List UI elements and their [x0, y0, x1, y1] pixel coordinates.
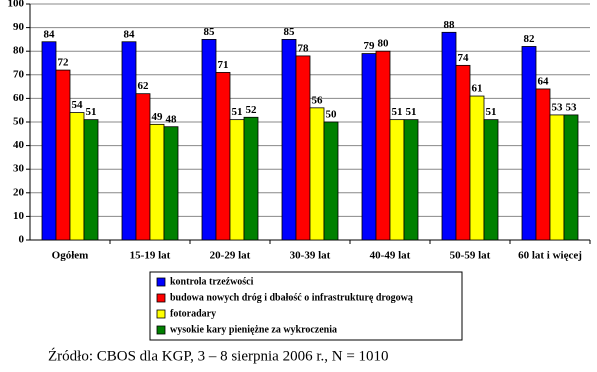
value-label: 64 — [538, 75, 550, 87]
value-label: 61 — [472, 83, 483, 95]
value-label: 71 — [218, 59, 229, 71]
value-label: 49 — [152, 111, 164, 123]
value-label: 79 — [364, 40, 376, 52]
x-tick-label: Ogółem — [52, 250, 89, 262]
bar — [83, 119, 99, 241]
source-note: Źródło: CBOS dla KGP, 3 – 8 sierpnia 200… — [48, 347, 389, 364]
bar — [375, 50, 391, 241]
bar — [469, 95, 485, 241]
bar — [295, 55, 311, 241]
x-tick-label: 60 lat i więcej — [518, 250, 582, 262]
legend-swatch — [156, 277, 166, 287]
legend-swatch — [156, 293, 166, 303]
value-label: 84 — [44, 28, 56, 40]
value-label: 84 — [124, 28, 136, 40]
y-tick-label: 10 — [13, 210, 25, 222]
value-label: 74 — [458, 52, 470, 64]
bar — [403, 119, 419, 241]
bar — [229, 119, 245, 241]
bar — [55, 69, 71, 241]
bar — [215, 72, 231, 241]
legend-label: wysokie kary pieniężne za wykroczenia — [170, 324, 337, 335]
bar — [163, 126, 179, 241]
bar — [389, 119, 405, 241]
bar — [563, 114, 579, 241]
bar — [69, 112, 85, 241]
value-label: 53 — [552, 101, 564, 113]
bar — [149, 123, 165, 241]
x-tick-label: 20-29 lat — [210, 250, 251, 262]
value-label: 51 — [392, 106, 403, 118]
y-tick-label: 60 — [13, 92, 25, 104]
x-tick-label: 15-19 lat — [130, 250, 171, 262]
y-tick-label: 90 — [13, 21, 25, 33]
legend-box — [149, 271, 463, 341]
value-label: 85 — [284, 26, 296, 38]
bar — [281, 39, 297, 241]
bar — [201, 39, 217, 241]
y-tick-label: 50 — [13, 116, 25, 128]
y-tick-label: 20 — [13, 186, 25, 198]
legend-label: fotoradary — [170, 308, 216, 319]
y-tick-label: 40 — [13, 139, 25, 151]
bar — [361, 53, 377, 241]
x-tick-label: 30-39 lat — [290, 250, 331, 262]
value-label: 62 — [138, 80, 150, 92]
bar — [483, 119, 499, 241]
y-tick-label: 100 — [8, 0, 25, 10]
value-label: 56 — [312, 94, 324, 106]
value-label: 78 — [298, 42, 310, 54]
value-label: 53 — [566, 101, 578, 113]
bar — [323, 121, 339, 241]
legend-label: kontrola trzeźwości — [170, 276, 254, 287]
bar — [309, 107, 325, 241]
value-label: 80 — [378, 38, 390, 50]
legend-swatch — [156, 309, 166, 319]
value-label: 51 — [486, 106, 497, 118]
value-label: 88 — [444, 19, 456, 31]
bar — [549, 114, 565, 241]
value-label: 51 — [406, 106, 417, 118]
value-label: 82 — [524, 33, 536, 45]
bar — [243, 116, 259, 241]
y-tick-label: 0 — [19, 234, 25, 246]
value-label: 51 — [232, 106, 243, 118]
bar — [121, 41, 137, 241]
value-label: 85 — [204, 26, 216, 38]
legend-label: budowa nowych dróg i dbałość o infrastru… — [170, 292, 413, 303]
value-label: 52 — [246, 104, 258, 116]
y-tick-label: 30 — [13, 163, 25, 175]
value-label: 51 — [86, 106, 97, 118]
x-tick-label: 50-59 lat — [450, 250, 491, 262]
bar — [135, 93, 151, 241]
bar — [455, 64, 471, 241]
value-label: 48 — [166, 113, 178, 125]
bar — [41, 41, 57, 241]
legend-swatch — [156, 325, 166, 335]
y-tick-label: 70 — [13, 68, 25, 80]
y-tick-label: 80 — [13, 45, 25, 57]
value-label: 54 — [72, 99, 84, 111]
value-label: 72 — [58, 57, 70, 69]
x-tick-label: 40-49 lat — [370, 250, 411, 262]
bar — [521, 46, 537, 241]
bar — [535, 88, 551, 241]
value-label: 50 — [326, 109, 338, 121]
bar — [441, 31, 457, 241]
